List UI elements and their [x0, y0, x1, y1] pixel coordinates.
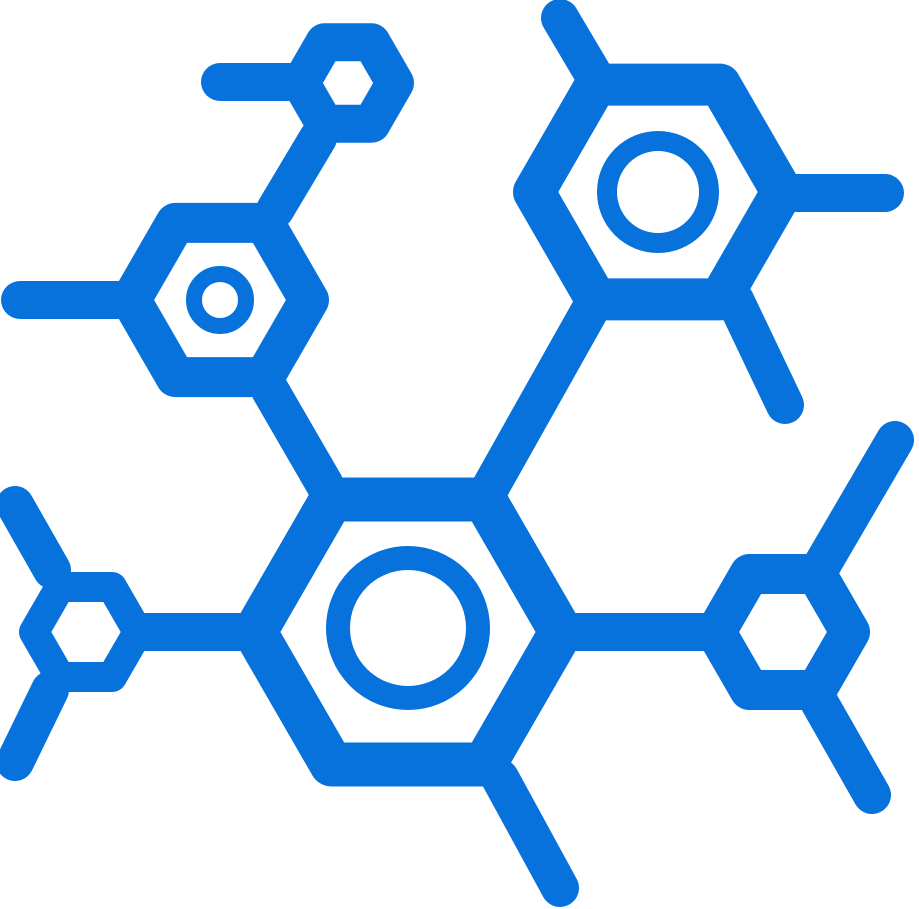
bond-upper-right-top-stub [541, 0, 611, 91]
hexagon-right-small [696, 553, 870, 711]
inner-circle-left [186, 266, 254, 334]
hexagon-upper-right [513, 63, 803, 321]
bond-top-small-to-left-ring [256, 119, 337, 229]
hexagon-center-large [233, 477, 583, 787]
bond-upper-right-to-center [471, 291, 609, 507]
bond-right-small-top-stub [803, 421, 914, 584]
hexagon-rings [19, 23, 870, 787]
bond-left-small-top-stub [0, 486, 71, 589]
hexagon-top-small [282, 23, 414, 143]
inner-circle-upper-right [597, 131, 719, 253]
hexagon-left-small [19, 571, 153, 693]
bond-center-bottom-stub [481, 759, 579, 907]
bond-right-small-bottom-stub [799, 681, 891, 814]
inner-circle-center [326, 546, 490, 710]
hexagon-left-medium [111, 202, 329, 398]
bond-upper-right-bottom-stub [716, 281, 804, 424]
inner-circles [186, 131, 719, 710]
bond-left-small-bottom-stub [0, 671, 69, 781]
bond-left-ring-to-center [251, 371, 344, 504]
